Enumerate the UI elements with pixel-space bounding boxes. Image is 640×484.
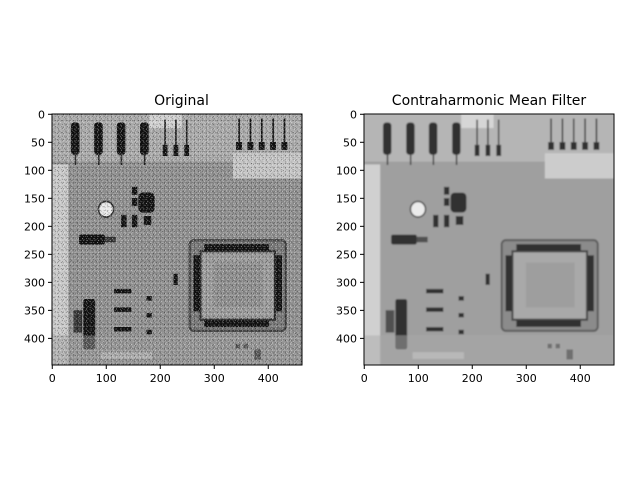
y-tick-label: 250 bbox=[336, 248, 357, 261]
noisy-image bbox=[52, 114, 302, 366]
x-tick-label: 300 bbox=[204, 372, 225, 385]
y-tick-label: 350 bbox=[24, 304, 45, 317]
y-tick-label: 250 bbox=[24, 248, 45, 261]
panel-title: Contraharmonic Mean Filter bbox=[392, 93, 587, 109]
x-tick-label: 300 bbox=[516, 372, 537, 385]
x-tick-label: 100 bbox=[96, 372, 117, 385]
x-tick-label: 400 bbox=[258, 372, 279, 385]
x-tick-label: 200 bbox=[150, 372, 171, 385]
x-tick-label: 400 bbox=[570, 372, 591, 385]
x-axis: 0 100 200 300 400 bbox=[49, 365, 279, 385]
x-axis: 0 100 200 300 400 bbox=[361, 365, 591, 385]
y-tick-label: 200 bbox=[336, 220, 357, 233]
axes-frame bbox=[363, 113, 615, 366]
y-tick-label: 200 bbox=[24, 220, 45, 233]
x-tick-label: 200 bbox=[462, 372, 483, 385]
y-tick-label: 0 bbox=[350, 108, 357, 121]
y-tick-label: 50 bbox=[343, 136, 357, 149]
y-tick-label: 100 bbox=[336, 164, 357, 177]
y-tick-label: 350 bbox=[336, 304, 357, 317]
x-tick-label: 100 bbox=[408, 372, 429, 385]
x-tick-label: 0 bbox=[361, 372, 368, 385]
y-axis: 0 50 100 150 200 250 300 350 400 bbox=[24, 108, 52, 345]
y-tick-label: 100 bbox=[24, 164, 45, 177]
y-tick-label: 400 bbox=[24, 332, 45, 345]
y-tick-label: 150 bbox=[24, 192, 45, 205]
y-tick-label: 400 bbox=[336, 332, 357, 345]
axes-frame bbox=[51, 113, 303, 366]
panel-filtered: Contraharmonic Mean Filter 0 100 200 300 400… bbox=[336, 93, 615, 385]
y-tick-label: 0 bbox=[38, 108, 45, 121]
panel-title: Original bbox=[154, 93, 209, 109]
y-tick-label: 50 bbox=[31, 136, 45, 149]
y-tick-label: 300 bbox=[336, 276, 357, 289]
y-tick-label: 300 bbox=[24, 276, 45, 289]
panel-original: Original 0 100 200 300 400 0 50 100 150 200 250 30… bbox=[24, 93, 303, 385]
x-tick-label: 0 bbox=[49, 372, 56, 385]
y-axis: 0 50 100 150 200 250 300 350 400 bbox=[336, 108, 364, 345]
filtered-image bbox=[364, 114, 614, 366]
y-tick-label: 150 bbox=[336, 192, 357, 205]
